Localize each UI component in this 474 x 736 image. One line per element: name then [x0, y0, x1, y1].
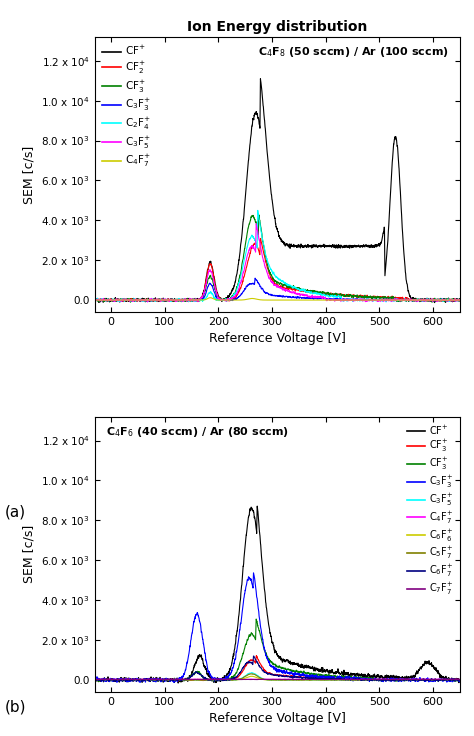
Legend: CF$^{+}$, CF$_2^{+}$, CF$_3^{+}$, C$_3$F$_3^{+}$, C$_2$F$_4^{+}$, C$_3$F$_5^{+}$: CF$^{+}$, CF$_2^{+}$, CF$_3^{+}$, C$_3$F…	[100, 42, 153, 171]
Text: (b): (b)	[5, 699, 26, 714]
Legend: CF$^{+}$, CF$_3^{+}$, CF$_3^{+}$, C$_3$F$_3^{+}$, C$_3$F$_5^{+}$, C$_4$F$_7^{+}$: CF$^{+}$, CF$_3^{+}$, CF$_3^{+}$, C$_3$F…	[406, 422, 455, 599]
Text: C$_4$F$_6$ (40 sccm) / Ar (80 sccm): C$_4$F$_6$ (40 sccm) / Ar (80 sccm)	[106, 425, 289, 439]
Text: (a): (a)	[5, 504, 26, 519]
Y-axis label: SEM [c/s]: SEM [c/s]	[23, 145, 36, 204]
Y-axis label: SEM [c/s]: SEM [c/s]	[23, 525, 36, 584]
X-axis label: Reference Voltage [V]: Reference Voltage [V]	[209, 712, 346, 725]
Title: Ion Energy distribution: Ion Energy distribution	[187, 21, 367, 35]
X-axis label: Reference Voltage [V]: Reference Voltage [V]	[209, 333, 346, 345]
Text: C$_4$F$_8$ (50 sccm) / Ar (100 sccm): C$_4$F$_8$ (50 sccm) / Ar (100 sccm)	[258, 45, 449, 59]
